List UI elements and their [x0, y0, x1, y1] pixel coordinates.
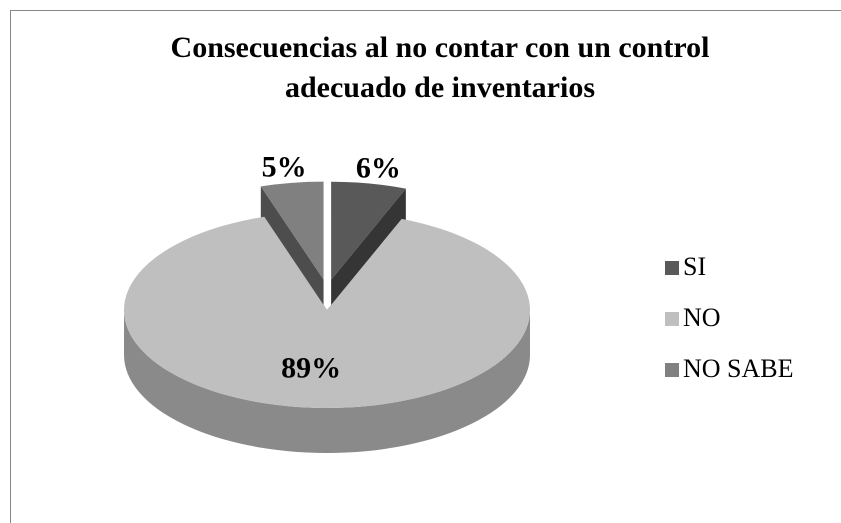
- legend-label: NO: [683, 303, 721, 332]
- data-label: 5%: [262, 151, 307, 184]
- slice: [331, 181, 406, 280]
- data-label: 6%: [356, 151, 401, 184]
- legend-label: SI: [683, 252, 706, 281]
- slice: [123, 216, 530, 408]
- chart-title: Consecuencias al no contar con un contro…: [170, 31, 710, 104]
- legend-swatch: [665, 261, 679, 275]
- legend-swatch: [665, 363, 679, 377]
- slice: [260, 181, 324, 280]
- legend-label: NO SABE: [683, 354, 794, 383]
- slice-side: [124, 310, 530, 453]
- legend-swatch: [665, 312, 679, 326]
- data-label: 89%: [281, 352, 341, 385]
